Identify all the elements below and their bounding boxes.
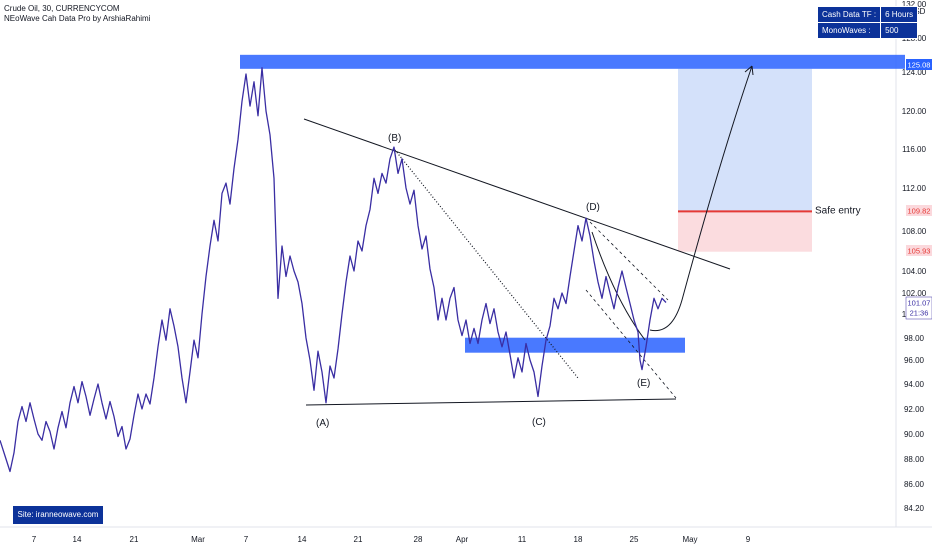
- price-tick-label: 98.00: [904, 334, 925, 343]
- svg-text:21:36: 21:36: [910, 309, 929, 318]
- price-label-stop: 105.93: [906, 245, 932, 256]
- wave-label-e: (E): [637, 378, 650, 389]
- price-tick-label: 92.00: [904, 405, 925, 414]
- info-value: 500: [880, 22, 919, 39]
- price-tick-label: 88.00: [904, 455, 925, 464]
- price-tick-label: 132.00: [902, 0, 927, 9]
- safe-entry-label: Safe entry: [815, 205, 861, 216]
- stop-zone-box: [678, 211, 812, 252]
- time-tick-label: 21: [354, 535, 363, 544]
- price-tick-label: 96.00: [904, 356, 925, 365]
- price-label-resistance: 125.08: [906, 59, 932, 70]
- time-tick-label: 25: [630, 535, 639, 544]
- time-tick-label: 9: [746, 535, 751, 544]
- time-tick-label: 18: [574, 535, 583, 544]
- wave-label-b: (B): [388, 133, 401, 144]
- price-tick-label: 84.20: [904, 504, 925, 513]
- time-tick-label: May: [682, 535, 697, 544]
- info-label: Cash Data TF :: [816, 6, 882, 23]
- info-table: Cash Data TF : 6 Hours MonoWaves : 500: [816, 6, 919, 39]
- info-row-timeframe: Cash Data TF : 6 Hours: [816, 6, 919, 23]
- lower-trendline: [305, 398, 677, 406]
- svg-text:125.08: 125.08: [908, 61, 931, 70]
- info-label: MonoWaves :: [816, 22, 882, 39]
- time-tick-label: Apr: [456, 535, 469, 544]
- price-series-line: [0, 67, 667, 473]
- time-tick-label: 14: [298, 535, 307, 544]
- price-tick-label: 102.00: [902, 289, 927, 298]
- time-tick-label: 28: [414, 535, 423, 544]
- projection-curve: [649, 65, 753, 332]
- price-tick-label: 90.00: [904, 430, 925, 439]
- price-axis: 84.20 86.00 88.00 90.00 92.00 94.00 96.00 98.00…: [902, 0, 927, 513]
- b-to-c-dotted-line: [394, 149, 579, 379]
- svg-text:105.93: 105.93: [908, 247, 931, 256]
- time-tick-label: 11: [518, 535, 527, 544]
- time-tick-label: 7: [244, 535, 249, 544]
- support-zone: [465, 337, 685, 353]
- time-axis: 7 14 21 Mar 7 14 21 28 Apr 11 18 25 May 9: [32, 535, 751, 544]
- wave-label-a: (A): [316, 418, 329, 429]
- time-tick-label: Mar: [191, 535, 205, 544]
- time-tick-label: 7: [32, 535, 37, 544]
- price-tick-label: 116.00: [902, 145, 926, 154]
- price-tick-label: 120.00: [902, 107, 927, 116]
- price-label-entry: 109.82: [906, 205, 932, 216]
- resistance-zone: [240, 54, 905, 69]
- wave-label-c: (C): [532, 417, 546, 428]
- price-tick-label: 104.00: [902, 267, 927, 276]
- time-tick-label: 14: [73, 535, 82, 544]
- price-tick-label: 108.00: [902, 227, 927, 236]
- indicator-name: NEoWave Cah Data Pro by ArshiaRahimi: [4, 14, 151, 23]
- target-zone-box: [678, 68, 812, 212]
- price-tick-label: 94.00: [904, 380, 925, 389]
- price-label-current: 101.07 21:36: [905, 296, 932, 320]
- price-tick-label: 128.00: [902, 34, 927, 43]
- price-tick-label: 112.00: [902, 184, 926, 193]
- projection-arrow-head: [744, 65, 754, 76]
- info-row-monowaves: MonoWaves : 500: [816, 22, 919, 39]
- svg-text:109.82: 109.82: [908, 207, 931, 216]
- upper-trendline: [303, 118, 731, 270]
- time-tick-label: 21: [130, 535, 139, 544]
- price-tick-label: 124.00: [902, 68, 927, 77]
- chart-title: Crude Oil, 30, CURRENCYCOM: [4, 4, 120, 13]
- site-label[interactable]: Site: iranneowave.com: [13, 506, 103, 524]
- wave-label-d: (D): [586, 202, 600, 213]
- svg-text:101.07: 101.07: [908, 299, 931, 308]
- price-tick-label: 86.00: [904, 480, 925, 489]
- info-value: 6 Hours: [880, 6, 919, 23]
- channel-upper-dashed: [589, 221, 669, 301]
